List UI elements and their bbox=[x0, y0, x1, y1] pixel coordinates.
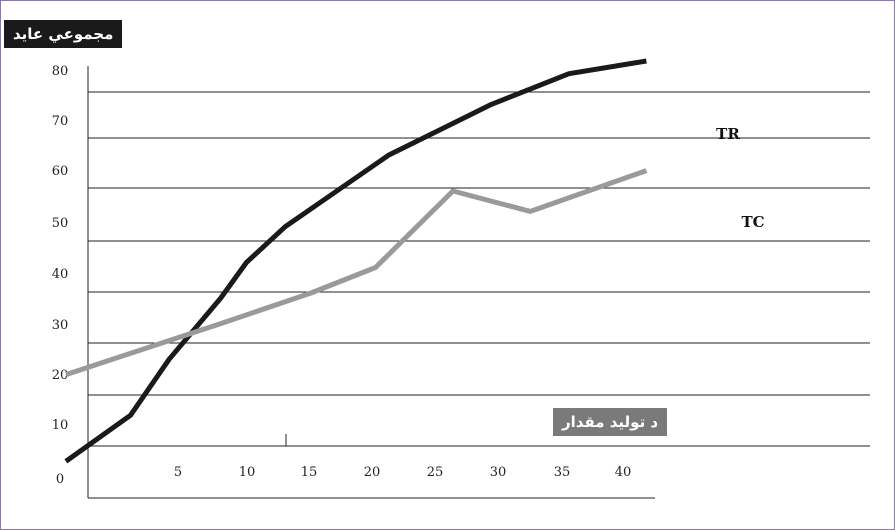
x-tick-label: 15 bbox=[301, 465, 318, 480]
series-label-tc: TC bbox=[741, 213, 764, 231]
x-tick-label: 5 bbox=[174, 465, 182, 480]
y-axis-label: مجموعي عايد bbox=[4, 20, 123, 48]
y-tick-label: 50 bbox=[52, 216, 69, 231]
y-tick-label: 10 bbox=[52, 418, 69, 433]
y-tick-label: 20 bbox=[52, 368, 69, 383]
x-tick-label: 35 bbox=[554, 465, 571, 480]
x-tick-label: 20 bbox=[364, 465, 381, 480]
series-label-tr: TR bbox=[716, 125, 740, 143]
series-line-tc bbox=[65, 168, 648, 377]
x-tick-label: 25 bbox=[427, 465, 444, 480]
y-tick-label: 30 bbox=[52, 318, 69, 333]
y-tick-label: 60 bbox=[52, 164, 69, 179]
x-tick-label: 30 bbox=[490, 465, 507, 480]
series-line-tr bbox=[64, 58, 647, 464]
y-tick-label: 70 bbox=[52, 114, 69, 129]
y-tick-label: 80 bbox=[52, 64, 69, 79]
x-tick-label: 40 bbox=[615, 465, 632, 480]
x-axis-label: د تولید مقدار bbox=[553, 408, 668, 436]
x-tick-label: 10 bbox=[239, 465, 256, 480]
y-tick-label: 40 bbox=[52, 267, 69, 282]
y-tick-label: 0 bbox=[56, 472, 64, 487]
